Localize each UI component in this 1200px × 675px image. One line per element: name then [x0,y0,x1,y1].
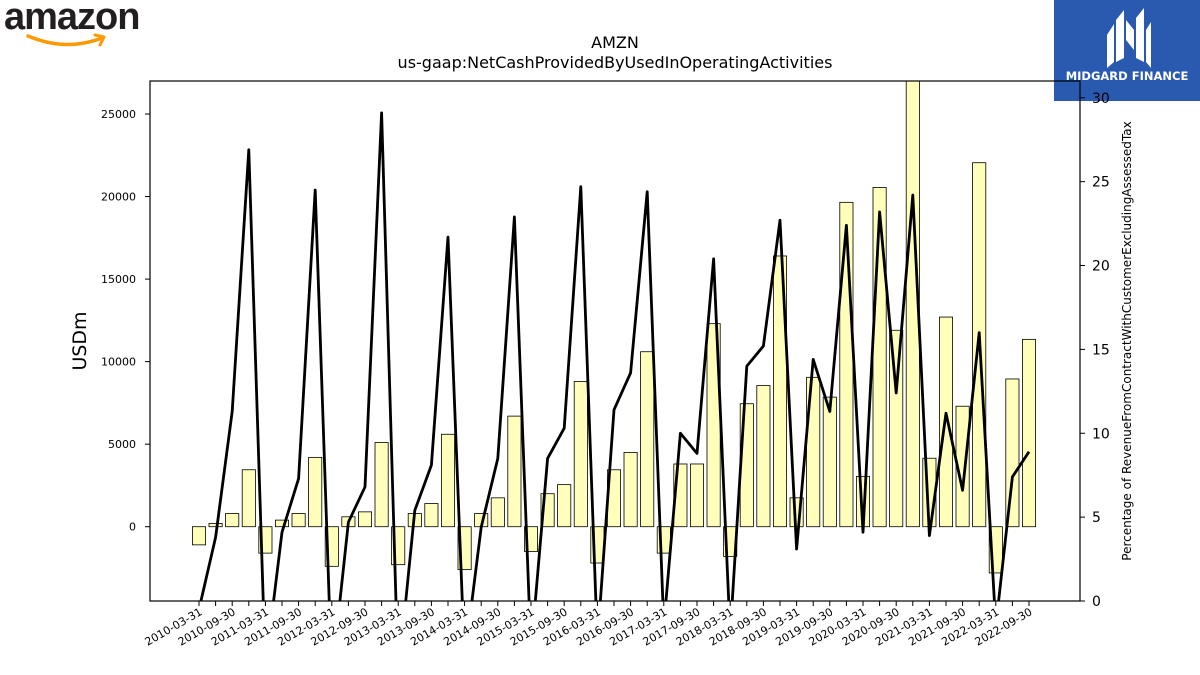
y-tick-label: 0 [129,521,136,534]
bar-2020-09-30 [889,329,904,528]
bar-2021-09-30 [955,405,970,528]
y2-tick-label: 10 [1092,426,1110,442]
amazon-smile-icon [26,33,106,47]
bar-2012-09-30 [357,511,372,528]
amazon-wordmark: amazon [4,0,140,38]
midgard-mark-icon [1107,8,1151,68]
bar-2018-12-31 [773,255,788,528]
midgard-finance-logo: MIDGARD FINANCE [1054,0,1200,101]
y-tick-label: 10000 [101,356,136,369]
bar-2022-06-30 [1005,378,1020,528]
chart-title: AMZN [591,33,639,52]
bar-2019-09-30 [822,396,837,528]
y2-axis-label: Percentage of RevenueFromContractWithCus… [1120,121,1134,560]
bar-2011-09-30 [291,513,306,528]
y2-tick-label: 25 [1092,175,1110,191]
bar-2011-06-30 [274,519,289,528]
bar-2014-12-31 [507,415,522,528]
bar-2018-09-30 [756,385,771,528]
bar-2015-12-31 [573,381,588,528]
axes-layer: 0500010000150002000025000051015202530201… [101,91,1110,649]
bar-2013-09-30 [424,503,439,528]
y-tick-label: 5000 [108,438,136,451]
bar-2011-12-31 [308,456,323,528]
percentage-line [199,111,1031,601]
bar-2013-12-31 [440,433,455,528]
midgard-finance-text: MIDGARD FINANCE [1065,69,1189,83]
y-tick-label: 20000 [101,191,136,204]
bar-2017-09-30 [690,463,705,528]
y-tick-label: 25000 [101,108,136,121]
bar-2016-12-31 [640,351,655,528]
amazon-logo: amazon [4,0,154,52]
plot-frame [149,80,1081,602]
y-tick-label: 15000 [101,273,136,286]
bar-2010-09-30 [225,513,240,528]
bar-2015-09-30 [557,484,572,528]
y2-tick-label: 30 [1092,91,1110,107]
y-axis-label: USDm [69,311,91,370]
y2-tick-label: 0 [1092,594,1101,610]
y2-tick-label: 15 [1092,342,1110,358]
bar-2016-09-30 [623,452,638,528]
chart-subtitle: us-gaap:NetCashProvidedByUsedInOperating… [398,53,833,72]
bar-2010-03-31 [191,526,206,546]
bar-2010-06-30 [208,523,223,528]
bar-2014-09-30 [490,497,505,528]
y2-tick-label: 5 [1092,510,1101,526]
line-layer [199,111,1031,601]
bar-2010-12-31 [241,469,256,528]
y2-tick-label: 20 [1092,259,1110,275]
bar-2012-12-31 [374,442,389,528]
bar-2022-09-30 [1022,338,1037,528]
bars-layer [191,81,1037,574]
bar-2019-06-30 [806,376,821,528]
